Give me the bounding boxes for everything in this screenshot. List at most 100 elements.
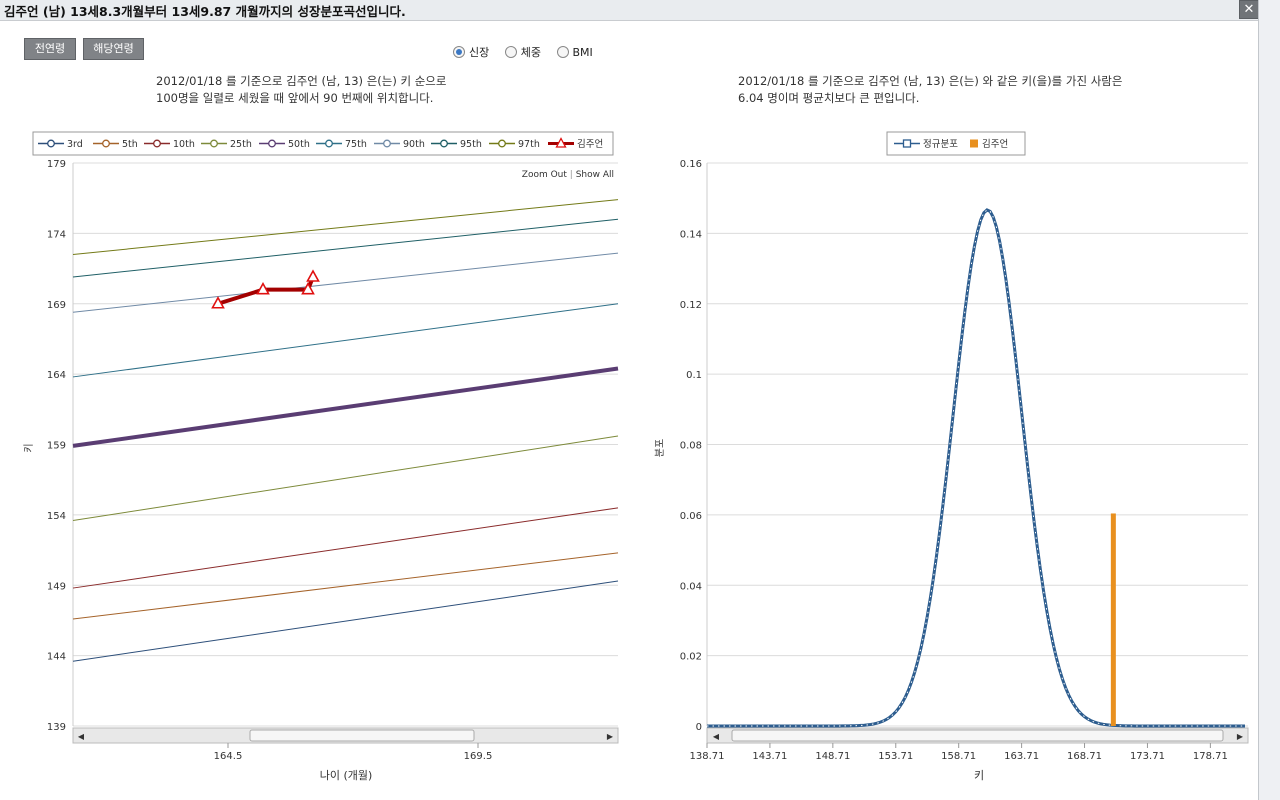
right-desc-line2: 6.04 명이며 평균치보다 큰 편입니다. <box>738 91 920 105</box>
right-y-tick-label: 0.08 <box>680 441 702 452</box>
radio-bmi[interactable]: BMI <box>556 46 593 59</box>
normal-curve-line <box>707 208 1245 728</box>
legend-marker-50th <box>268 139 276 148</box>
right-y-tick-label: 0.1 <box>686 370 702 381</box>
close-button[interactable]: ✕ <box>1239 0 1259 19</box>
legend-marker-25th <box>210 139 218 148</box>
left-x-tick-label: 164.5 <box>214 751 243 762</box>
radio-height-dot[interactable] <box>453 46 465 58</box>
player-point[interactable] <box>256 282 270 295</box>
player-point[interactable] <box>301 282 315 295</box>
right-y-tick-label: 0.02 <box>680 652 702 663</box>
left-x-axis-label: 나이 (개월) <box>320 769 373 782</box>
left-scroll-thumb[interactable] <box>249 729 475 742</box>
legend-label-3rd: 3rd <box>67 139 83 150</box>
right-desc-line1: 2012/01/18 를 기준으로 김주언 (남, 13) 은(는) 와 같은 … <box>738 74 1123 88</box>
legend-marker-10th <box>153 139 161 148</box>
zoom-out-link[interactable]: Zoom Out <box>522 170 568 180</box>
right-scroll-thumb[interactable] <box>731 729 1224 742</box>
right-x-tick-label: 163.71 <box>1004 751 1039 762</box>
legend-label-90th: 90th <box>403 139 425 150</box>
normal-curve-dots <box>707 209 1245 727</box>
right-x-axis-label: 키 <box>974 769 984 782</box>
legend-label-97th: 97th <box>518 139 540 150</box>
left-desc-line1: 2012/01/18 를 기준으로 김주언 (남, 13) 은(는) 키 순으로 <box>156 74 447 88</box>
left-y-tick-label: 154 <box>47 511 66 522</box>
right-y-ticks: 0.16 0.14 0.12 0.1 0.08 0.06 0.04 0.02 0 <box>680 159 702 733</box>
radio-weight-dot[interactable] <box>504 46 517 58</box>
right-x-tick-label: 158.71 <box>941 751 976 762</box>
left-y-tick-label: 179 <box>47 159 66 170</box>
right-x-tick-label: 138.71 <box>690 751 725 762</box>
legend-label-series9: 김주언 <box>577 138 603 150</box>
right-y-tick-label: 0.16 <box>680 159 702 170</box>
window-title: 김주언 (남) 13세8.3개월부터 13세9.87 개월까지의 성장분포곡선입… <box>4 4 406 19</box>
legend-marker-95th <box>440 139 448 148</box>
right-grid <box>706 162 1248 727</box>
legend-marker-3rd <box>47 139 55 148</box>
series-line-97th <box>72 199 619 255</box>
legend-marker-5th <box>102 139 110 148</box>
left-y-tick-label: 159 <box>47 441 66 452</box>
growth-percentile-chart: 3rd 5th 10th 25th 50th 75th 90th 95th 97th 김주언 17… <box>23 131 619 782</box>
right-x-tick-label: 153.71 <box>878 751 913 762</box>
legend-label-player: 김주언 <box>982 138 1008 150</box>
right-scrollbar[interactable]: ◀ ▶ <box>706 727 1249 744</box>
right-legend: 정규분포 김주언 <box>886 131 1026 156</box>
series-line-series9 <box>217 276 315 306</box>
radio-weight[interactable]: 체중 <box>504 44 541 60</box>
right-y-tick-label: 0.04 <box>680 581 702 592</box>
legend-marker-97th <box>498 139 506 148</box>
right-x-tick-label: 148.71 <box>815 751 850 762</box>
zoom-separator: | <box>567 170 576 180</box>
right-scroll-right-arrow[interactable]: ▶ <box>1237 732 1244 741</box>
left-y-axis-label: 키 <box>23 443 35 452</box>
legend-marker-75th <box>325 139 333 148</box>
legend-marker-90th <box>383 139 391 148</box>
all-ages-button[interactable]: 전연령 <box>24 38 76 60</box>
legend-label-normal: 정규분포 <box>923 139 958 150</box>
zoom-links: Zoom Out | Show All <box>522 170 614 180</box>
radio-bmi-dot[interactable] <box>556 46 569 58</box>
right-x-ticks: 138.71 143.71 148.71 153.71 158.71 163.71 168.… <box>690 743 1228 762</box>
right-y-tick-label: 0 <box>696 722 702 733</box>
legend-label-50th: 50th <box>288 139 310 150</box>
right-y-axis-label: 분포 <box>654 439 666 457</box>
left-y-tick-label: 139 <box>47 722 66 733</box>
radio-bmi-label: BMI <box>572 46 593 59</box>
left-y-tick-label: 149 <box>47 581 66 592</box>
right-legend-box <box>886 131 1026 156</box>
series-line-5th <box>72 552 619 620</box>
left-scrollbar[interactable]: ◀ ▶ <box>72 727 619 744</box>
left-grid <box>72 162 618 727</box>
right-y-tick-label: 0.12 <box>680 300 702 311</box>
right-description: 2012/01/18 를 기준으로 김주언 (남, 13) 은(는) 와 같은 … <box>738 73 1122 107</box>
player-point[interactable] <box>211 296 225 309</box>
left-scroll-left-arrow[interactable]: ◀ <box>78 732 85 741</box>
player-point[interactable] <box>306 269 320 282</box>
right-scroll-left-arrow[interactable]: ◀ <box>713 732 720 741</box>
left-series <box>72 199 619 662</box>
radio-height[interactable]: 신장 <box>453 44 489 60</box>
legend-marker-normal <box>902 139 912 148</box>
right-y-tick-label: 0.06 <box>680 511 702 522</box>
legend-label-75th: 75th <box>345 139 367 150</box>
left-scroll-right-arrow[interactable]: ▶ <box>607 732 614 741</box>
player-bar[interactable] <box>1110 513 1116 726</box>
legend-label-10th: 10th <box>173 139 195 150</box>
series-line-10th <box>72 507 619 589</box>
series-line-25th <box>72 435 619 521</box>
series-line-3rd <box>72 580 619 662</box>
legend-label-95th: 95th <box>460 139 482 150</box>
series-line-50th <box>72 366 619 448</box>
show-all-link[interactable]: Show All <box>576 170 614 180</box>
right-x-tick-label: 178.71 <box>1193 751 1228 762</box>
series-line-90th <box>72 252 619 313</box>
radio-weight-label: 체중 <box>520 46 541 59</box>
left-x-ticks: 164.5 169.5 <box>214 743 493 762</box>
this-age-button[interactable]: 해당연령 <box>83 38 144 60</box>
series-line-95th <box>72 218 619 278</box>
left-x-tick-label: 169.5 <box>464 751 493 762</box>
left-player-series <box>211 269 320 309</box>
left-desc-line2: 100명을 일렬로 세웠을 때 앞에서 90 번째에 위치합니다. <box>156 91 434 105</box>
